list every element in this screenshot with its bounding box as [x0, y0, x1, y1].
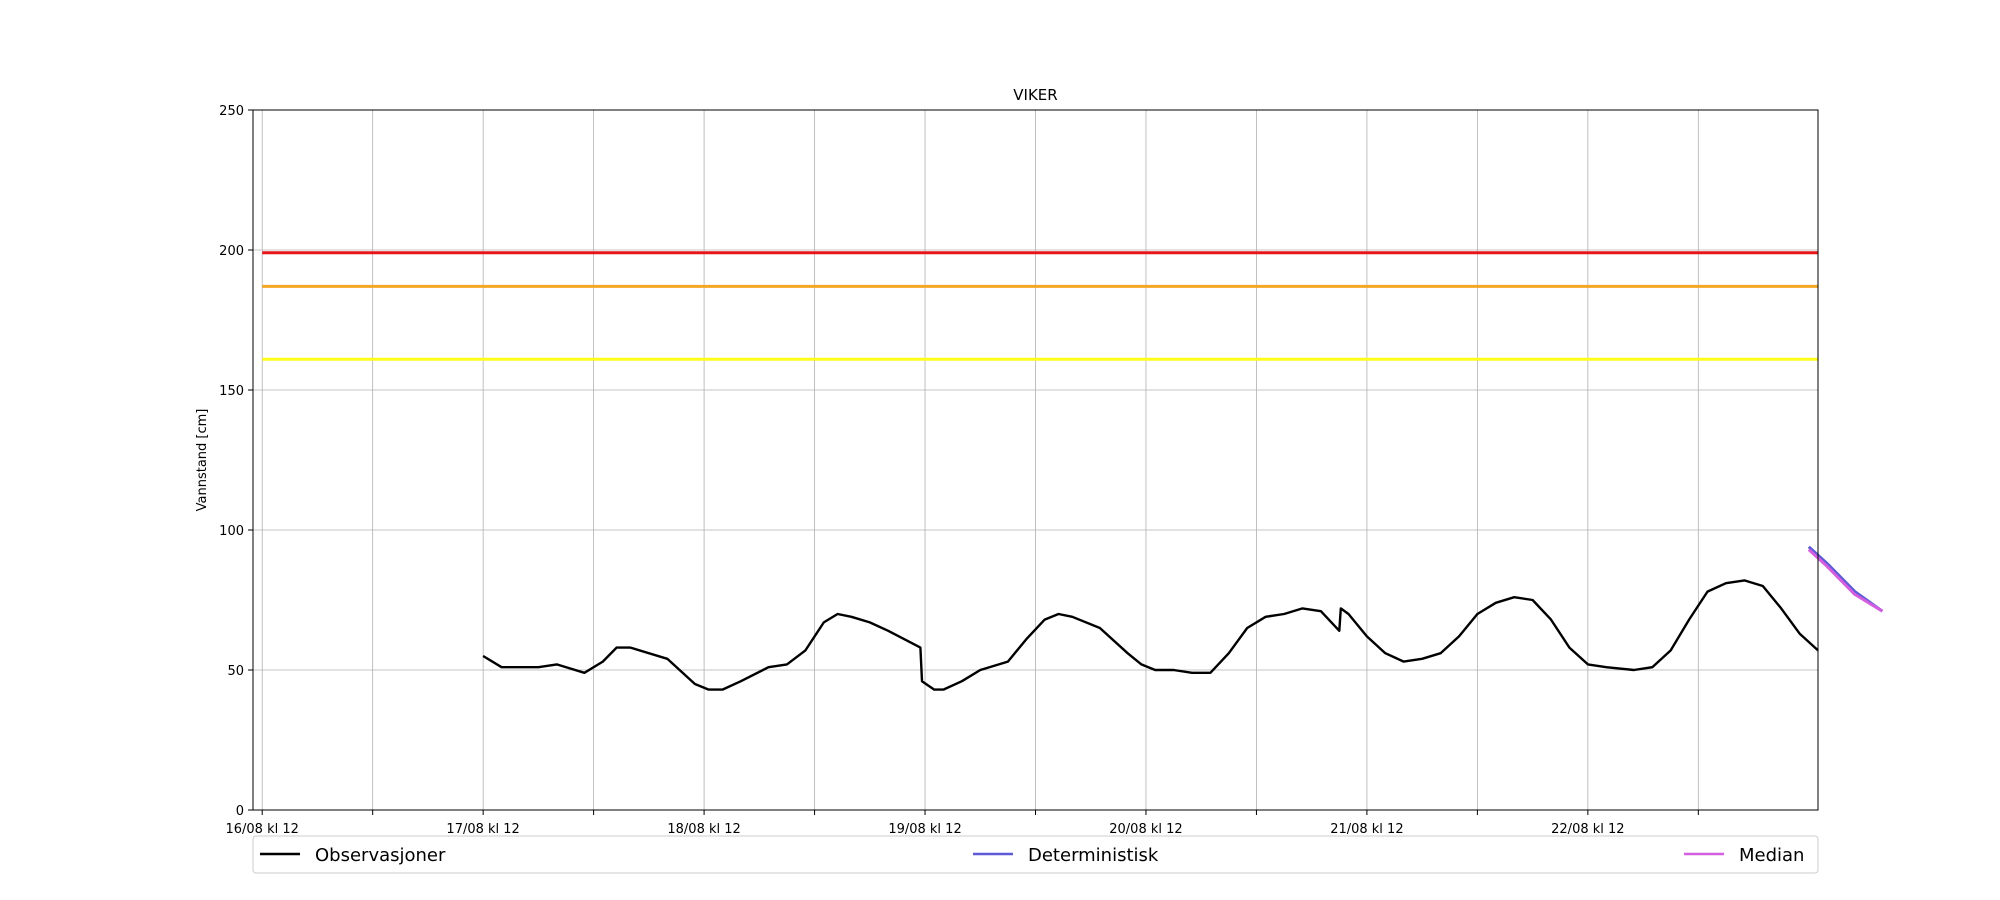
x-tick-label: 16/08 kl 12	[225, 822, 298, 837]
grid	[253, 109, 1818, 811]
y-tick-label: 250	[219, 104, 244, 119]
threshold-lines	[262, 251, 1818, 361]
x-tick-label: 20/08 kl 12	[1109, 822, 1182, 837]
legend-label: Deterministisk	[1028, 845, 1159, 866]
y-tick-label: 100	[219, 524, 244, 539]
legend-label: Median	[1739, 845, 1804, 866]
series-lines	[482, 545, 1884, 691]
x-axis-ticks: 16/08 kl 12 17/08 kl 12 18/08 kl 12 19/08 k…	[225, 810, 1699, 837]
x-tick-label: 19/08 kl 12	[888, 822, 961, 837]
chart-title: VIKER	[1013, 86, 1057, 104]
x-tick-label: 18/08 kl 12	[667, 822, 740, 837]
y-axis-ticks: 0 50 100 150 200 250	[219, 104, 253, 819]
y-tick-label: 50	[227, 664, 244, 679]
x-tick-label: 17/08 kl 12	[446, 822, 519, 837]
y-tick-label: 200	[219, 244, 244, 259]
y-axis-label: Vannstand [cm]	[195, 409, 210, 512]
series-line-deterministisk	[1807, 545, 1884, 613]
series-line-observasjoner	[482, 579, 1819, 691]
x-tick-label: 21/08 kl 12	[1330, 822, 1403, 837]
x-tick-label: 22/08 kl 12	[1551, 822, 1624, 837]
legend-label: Observasjoner	[315, 845, 446, 866]
legend: Observasjoner Deterministisk Median	[252, 835, 1819, 874]
y-tick-label: 150	[219, 384, 244, 399]
y-tick-label: 0	[236, 804, 244, 819]
legend-frame	[252, 835, 1819, 874]
